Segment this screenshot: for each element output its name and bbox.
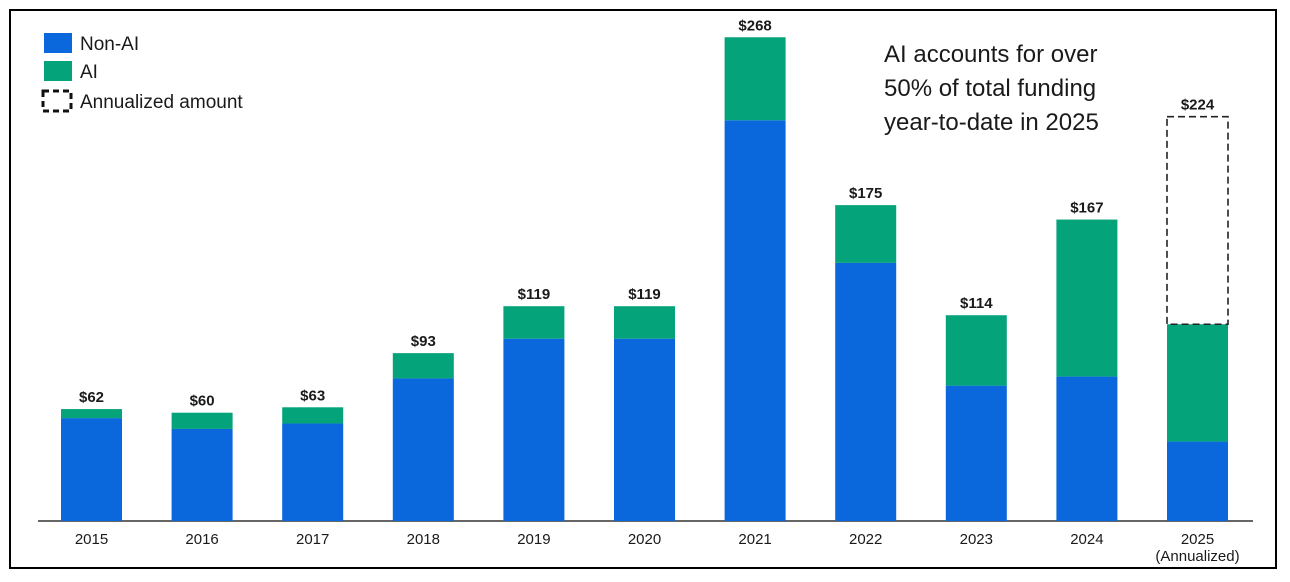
value-label-2018: $93 [411,333,436,350]
bar-ai-2023 [945,315,1007,386]
annotation-line-1: AI accounts for over [884,41,1097,68]
value-label-2024: $167 [1070,200,1103,217]
legend-swatch-ai [44,61,72,81]
legend: Non-AI AI Annualized amount [41,33,243,113]
x-tick-label-2020: 2020 [628,531,661,548]
bar-non-ai-2018 [392,378,454,521]
x-tick-label-2021: 2021 [738,531,771,548]
labels-layer: $62 2015 $60 2016 $63 2017 $93 2018 $119 2019 $119… [75,17,1240,565]
legend-swatch-annualized [41,89,73,113]
bar-ai-2018 [392,353,454,379]
x-tick-label-2016: 2016 [185,531,218,548]
bar-non-ai-2022 [835,262,897,521]
x-tick-label-2017: 2017 [296,531,329,548]
x-tick-label-2024: 2024 [1070,531,1103,548]
bar-non-ai-2023 [945,385,1007,521]
x-tick-label-2015: 2015 [75,531,108,548]
bars-layer [61,37,1229,521]
annotation-line-2: 50% of total funding [884,75,1096,102]
bar-ai-2021 [724,37,786,121]
x-tick-label-2025: 2025 [1181,531,1214,548]
bar-non-ai-2016 [171,428,233,521]
value-label-2019: $119 [518,286,551,303]
bar-ai-2022 [835,205,897,263]
x-tick-sublabel-2025: (Annualized) [1155,548,1239,565]
value-label-2015: $62 [79,389,104,406]
bar-non-ai-2025 [1167,441,1228,521]
bar-non-ai-2017 [282,423,344,521]
x-tick-label-2018: 2018 [407,531,440,548]
bar-non-ai-2024 [1056,376,1118,521]
value-label-2022: $175 [849,185,882,202]
value-label-2025: $224 [1181,97,1215,114]
x-tick-label-2022: 2022 [849,531,882,548]
x-tick-label-2019: 2019 [517,531,550,548]
bar-annualized-2025 [1166,115,1229,326]
bar-ai-2024 [1056,219,1118,377]
value-label-2017: $63 [300,387,325,404]
legend-label-ai: AI [80,62,98,83]
value-label-2021: $268 [738,17,771,34]
bar-non-ai-2021 [724,120,786,521]
legend-label-non-ai: Non-AI [80,34,139,55]
value-label-2023: $114 [960,295,993,312]
bar-non-ai-2019 [503,338,565,521]
x-tick-label-2023: 2023 [960,531,993,548]
bar-ai-2025 [1167,324,1228,442]
bar-ai-2016 [171,412,233,429]
bar-ai-2017 [282,407,344,424]
bar-non-ai-2015 [61,418,122,521]
bar-ai-2019 [503,306,565,339]
bar-ai-2015 [61,409,122,419]
legend-swatch-non-ai [44,33,72,53]
legend-label-annualized: Annualized amount [80,92,243,113]
bar-non-ai-2020 [614,338,675,521]
value-label-2020: $119 [628,286,661,303]
annotation: AI accounts for over 50% of total fundin… [884,41,1099,136]
bar-ai-2020 [614,306,675,339]
value-label-2016: $60 [190,393,215,410]
annotation-line-3: year-to-date in 2025 [884,109,1099,136]
